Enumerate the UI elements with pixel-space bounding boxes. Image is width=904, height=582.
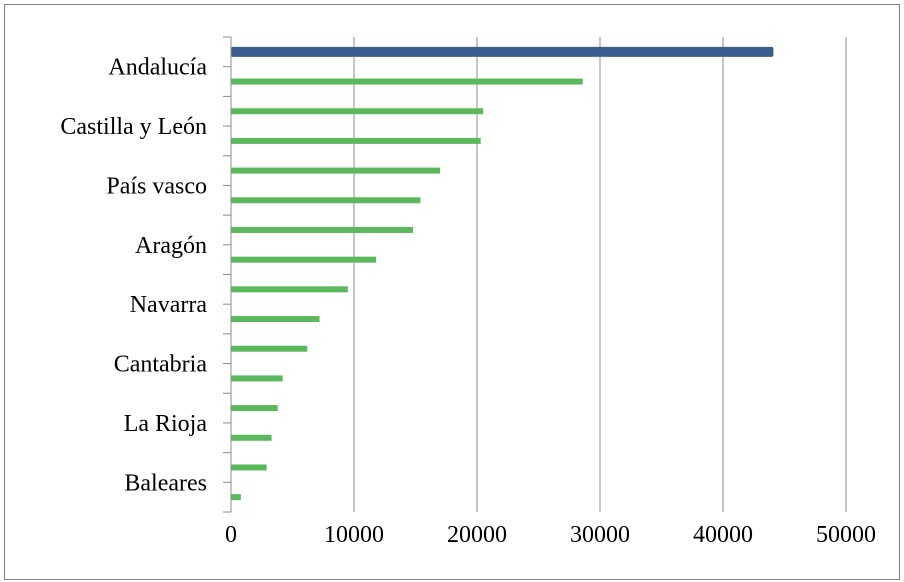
y-tick-label: País vasco [106,173,207,199]
y-tick-label: Aragón [135,233,207,259]
grid-lines [353,37,847,512]
bar-2 [231,78,583,85]
bar-3 [231,108,484,115]
x-tick-label: 0 [225,522,237,548]
x-tick-label: 40000 [693,522,753,548]
bar-1 [231,46,774,57]
bar-16 [231,494,241,501]
y-axis-labels: Andalucía Castilla y León País vasco Aragón… [60,55,207,497]
bar-12 [231,375,283,382]
y-tick-label: Andalucía [108,55,207,81]
y-tick-label: Cantabria [114,352,208,378]
bar-5 [231,167,441,174]
bar-14 [231,434,272,441]
y-tick-label: Castilla y León [60,114,207,140]
y-tick-label: La Rioja [124,411,208,437]
bar-10 [231,316,320,323]
x-tick-label: 10000 [324,522,384,548]
bar-6 [231,197,421,204]
x-tick-label: 30000 [570,522,630,548]
axes [223,36,232,513]
bar-13 [231,405,278,412]
x-tick-label: 20000 [447,522,507,548]
x-tick-label: 50000 [816,522,876,548]
bar-15 [231,464,267,471]
y-tick-label: Baleares [124,470,207,496]
chart-frame [4,4,900,580]
x-axis-labels: 0 10000 20000 30000 40000 50000 [225,522,876,548]
bar-8 [231,256,377,263]
y-tick-label: Navarra [130,292,208,318]
bar-4 [231,137,481,144]
bar-7 [231,226,414,233]
bar-9 [231,286,348,293]
bars [231,46,774,501]
bar-11 [231,345,308,352]
